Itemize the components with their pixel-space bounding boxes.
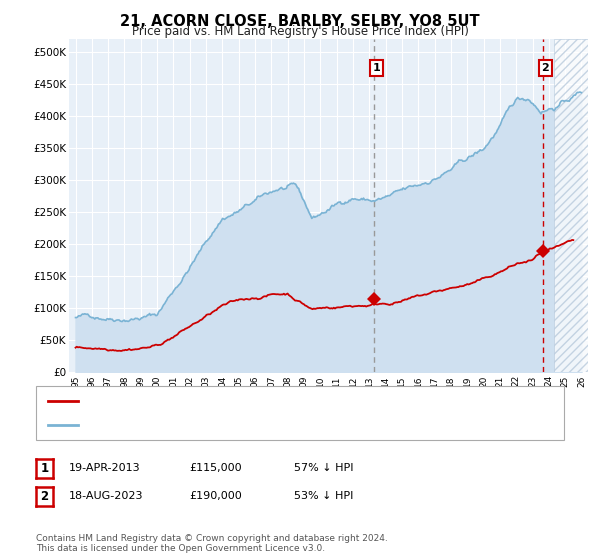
Text: 19-APR-2013: 19-APR-2013 [69,463,140,473]
Text: 1: 1 [373,63,380,73]
Text: 2: 2 [40,490,49,503]
Text: Price paid vs. HM Land Registry's House Price Index (HPI): Price paid vs. HM Land Registry's House … [131,25,469,38]
Text: £190,000: £190,000 [189,491,242,501]
Text: £115,000: £115,000 [189,463,242,473]
Text: 1: 1 [40,462,49,475]
Text: 53% ↓ HPI: 53% ↓ HPI [294,491,353,501]
Text: 21, ACORN CLOSE, BARLBY, SELBY, YO8 5UT: 21, ACORN CLOSE, BARLBY, SELBY, YO8 5UT [120,14,480,29]
Text: 21, ACORN CLOSE, BARLBY, SELBY, YO8 5UT (detached house): 21, ACORN CLOSE, BARLBY, SELBY, YO8 5UT … [87,396,412,407]
Text: HPI: Average price, detached house, North Yorkshire: HPI: Average price, detached house, Nort… [87,419,360,430]
Polygon shape [554,39,588,372]
Text: 57% ↓ HPI: 57% ↓ HPI [294,463,353,473]
Text: Contains HM Land Registry data © Crown copyright and database right 2024.
This d: Contains HM Land Registry data © Crown c… [36,534,388,553]
Text: 2: 2 [541,63,549,73]
Text: 18-AUG-2023: 18-AUG-2023 [69,491,143,501]
